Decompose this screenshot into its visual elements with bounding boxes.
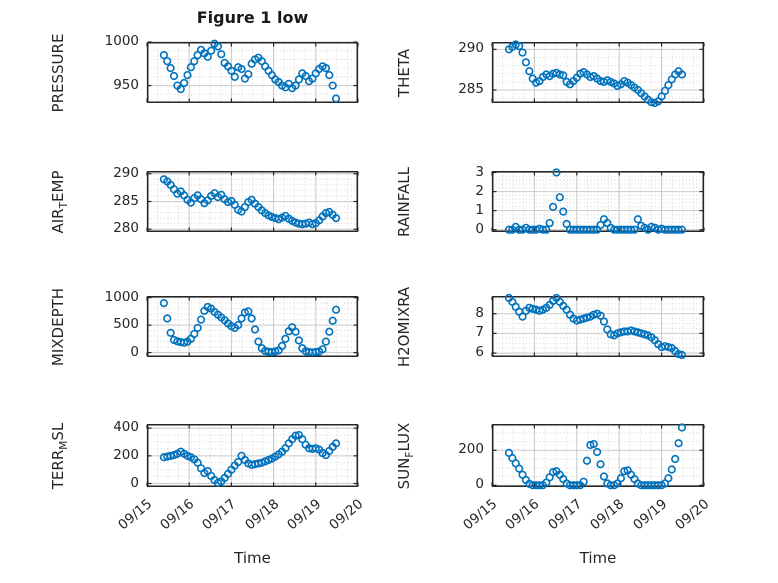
y-axis-label-mixdepth: MIXDEPTH — [49, 287, 67, 366]
plot-air-temp — [146, 171, 359, 232]
y-tick-label-h2omixra-8: 8 — [475, 304, 484, 321]
scatter-series-rainfall — [504, 168, 687, 234]
axes-box-h2omixra — [491, 296, 705, 357]
scatter-series-theta — [504, 40, 687, 108]
y-tick-label-pressure-950: 950 — [113, 76, 139, 93]
y-tick-label-rainfall-2: 2 — [475, 182, 484, 199]
y-axis-label-air-temp: AIRTEMP — [49, 170, 70, 233]
y-tick-label-air-temp-290: 290 — [113, 164, 139, 181]
y-axis-label-sun-flux: SUNFLUX — [395, 422, 416, 489]
scatter-series-h2omixra — [504, 293, 687, 360]
y-axis-label-rainfall: RAINFALL — [395, 166, 413, 237]
plot-mixdepth — [146, 296, 359, 357]
y-tick-label-mixdepth-1000: 1000 — [104, 288, 139, 305]
scatter-series-pressure — [159, 39, 341, 103]
plot-pressure — [146, 39, 359, 103]
y-tick-label-mixdepth-0: 0 — [130, 343, 139, 360]
y-tick-label-air-temp-285: 285 — [113, 192, 139, 209]
plot-sun-flux — [491, 423, 705, 490]
y-tick-label-terr-msl-200: 200 — [113, 446, 139, 463]
y-tick-label-rainfall-1: 1 — [475, 201, 484, 218]
y-tick-label-theta-290: 290 — [458, 40, 484, 57]
y-tick-label-theta-285: 285 — [458, 80, 484, 97]
plot-rainfall — [491, 168, 705, 234]
y-tick-label-rainfall-3: 3 — [475, 163, 484, 180]
axes-box-mixdepth — [146, 296, 359, 357]
y-tick-label-h2omixra-6: 6 — [475, 344, 484, 361]
y-axis-label-terr-msl: TERRMSL — [49, 422, 70, 489]
minor-grid-sun-flux — [492, 424, 704, 487]
axes-box-sun-flux — [491, 424, 705, 487]
x-axis-label-time-right: Time — [579, 549, 617, 567]
axes-box-terr-msl — [146, 424, 359, 487]
scatter-series-terr-msl — [159, 430, 341, 487]
figure-title: Figure 1 low — [196, 8, 309, 27]
y-tick-label-rainfall-0: 0 — [475, 220, 484, 237]
axes-box-air-temp — [146, 171, 359, 232]
y-tick-label-terr-msl-0: 0 — [130, 474, 139, 491]
y-axis-label-h2omixra: H2OMIXRA — [395, 286, 413, 367]
scatter-series-air-temp — [159, 175, 341, 229]
y-tick-label-mixdepth-500: 500 — [113, 316, 139, 333]
scatter-series-mixdepth — [159, 299, 341, 357]
plot-theta — [491, 40, 705, 108]
plot-terr-msl — [146, 424, 359, 487]
x-axis-label-time-left: Time — [234, 549, 271, 567]
axes-box-pressure — [146, 41, 359, 103]
y-tick-label-h2omixra-7: 7 — [475, 324, 484, 341]
scatter-series-sun-flux — [504, 423, 687, 490]
y-axis-label-theta: THETA — [395, 48, 413, 97]
y-tick-label-terr-msl-400: 400 — [113, 419, 139, 436]
y-tick-label-pressure-1000: 1000 — [104, 33, 139, 49]
y-tick-label-sun-flux-200: 200 — [458, 441, 484, 458]
plot-h2omixra — [491, 293, 705, 360]
y-tick-label-sun-flux-0: 0 — [475, 476, 484, 493]
y-tick-label-air-temp-280: 280 — [113, 220, 139, 237]
y-axis-label-pressure: PRESSURE — [49, 33, 67, 112]
